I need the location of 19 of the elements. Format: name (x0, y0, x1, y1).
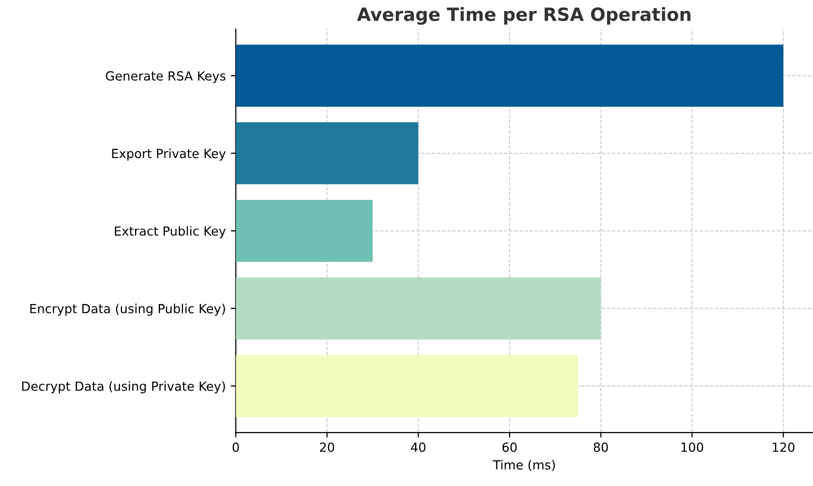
bar (236, 354, 578, 418)
x-tick-label: 0 (232, 442, 239, 452)
y-tick-label: Decrypt Data (using Private Key) (22, 381, 225, 394)
y-tick-label: Extract Public Key (114, 226, 226, 238)
x-tick-label: 40 (410, 442, 426, 452)
x-tick-label: 80 (594, 442, 608, 452)
chart-title: Average Time per RSA Operation (357, 7, 690, 25)
y-tick-label: Encrypt Data (using Public Key) (30, 304, 225, 316)
x-tick-label: 20 (320, 442, 334, 452)
bar (236, 277, 601, 340)
x-tick-label: 60 (502, 442, 517, 452)
x-tick-label: 120 (772, 442, 794, 452)
y-tick-label: Generate RSA Keys (106, 71, 226, 84)
y-tick-label: Export Private Key (112, 148, 226, 161)
bar (236, 44, 784, 107)
bar (236, 200, 373, 262)
x-tick-label: 100 (682, 442, 704, 452)
x-axis-title: Time (ms) (492, 460, 555, 472)
bar (236, 122, 418, 184)
